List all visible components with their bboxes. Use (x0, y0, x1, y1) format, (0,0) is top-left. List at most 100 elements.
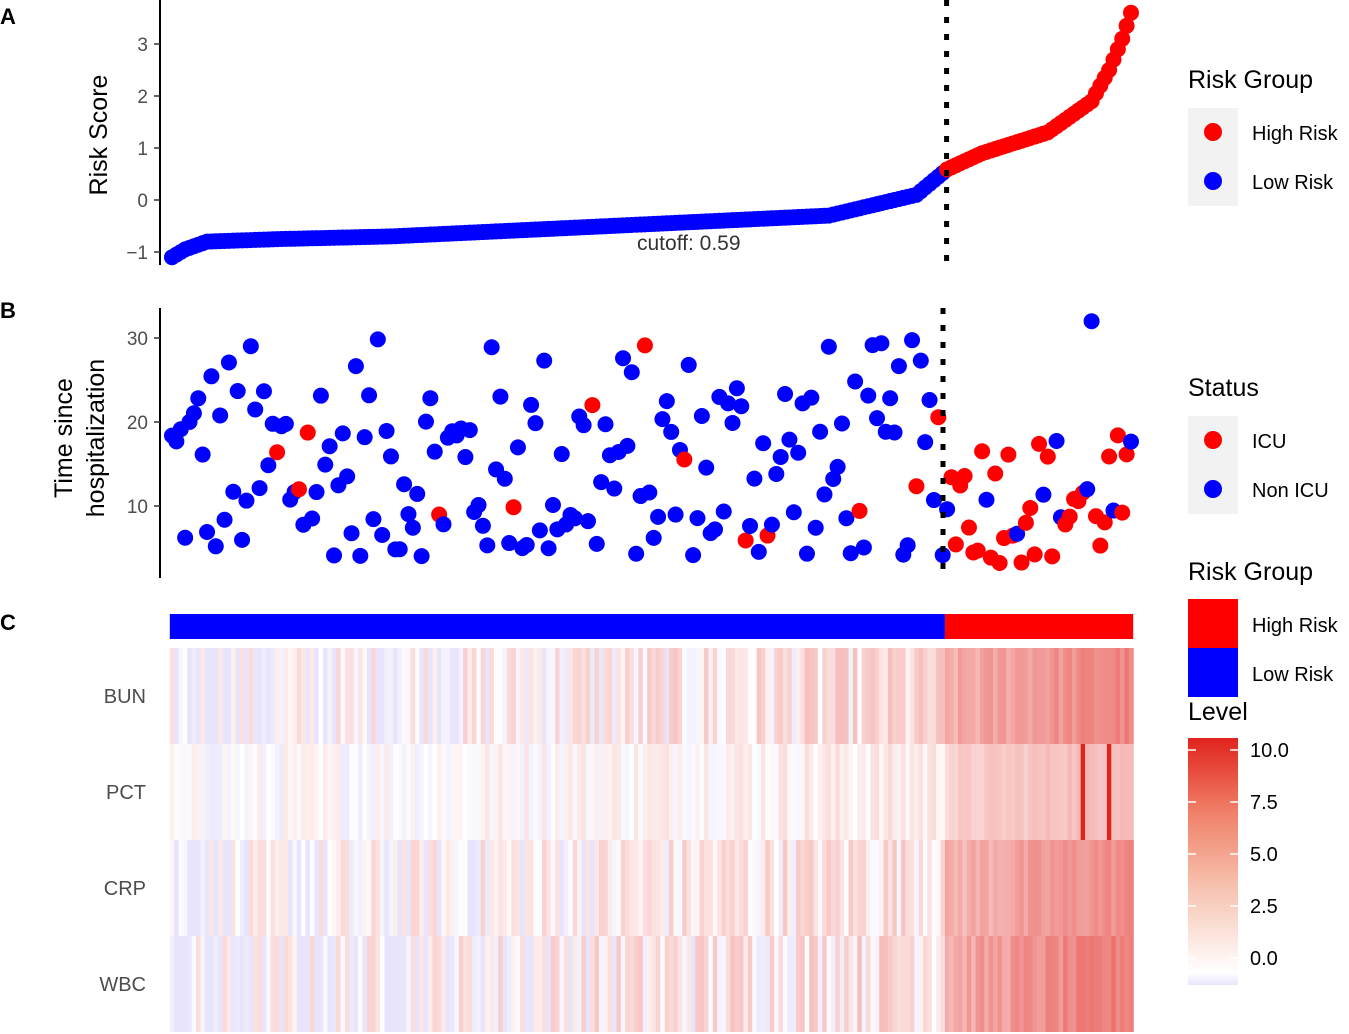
heat-cell-pct (336, 744, 342, 840)
heat-cell-pct (901, 744, 907, 840)
heat-cell-bun (655, 648, 661, 744)
heat-cell-wbc (542, 936, 548, 1032)
heat-cell-wbc (813, 936, 819, 1032)
heat-cell-pct (331, 744, 337, 840)
heat-cell-wbc (331, 936, 337, 1032)
heat-cell-crp (686, 840, 692, 936)
heat-cell-bun (625, 648, 631, 744)
time-point (1009, 525, 1026, 542)
time-point (185, 405, 202, 422)
time-point (1000, 446, 1017, 463)
heat-cell-wbc (235, 936, 241, 1032)
heat-cell-pct (769, 744, 775, 840)
heat-cell-crp (1023, 840, 1029, 936)
heat-cell-crp (673, 840, 679, 936)
heat-cell-crp (612, 840, 618, 936)
heat-cell-crp (927, 840, 933, 936)
heat-cell-crp (896, 840, 902, 936)
heat-cell-pct (892, 744, 898, 840)
heat-cell-bun (388, 648, 394, 744)
heat-cell-crp (533, 840, 539, 936)
heat-cell-crp (209, 840, 215, 936)
time-point (312, 387, 329, 404)
heat-cell-wbc (1071, 936, 1077, 1032)
time-point (917, 434, 934, 451)
heat-cell-wbc (922, 936, 928, 1032)
level-tick-label: 7.5 (1250, 792, 1278, 814)
heat-cell-pct (248, 744, 254, 840)
legend-status-keys (1188, 416, 1238, 514)
heat-cell-pct (253, 744, 258, 840)
heat-cell-bun (603, 648, 609, 744)
time-point (479, 537, 496, 554)
heat-cell-pct (993, 744, 999, 840)
heat-cell-bun (677, 648, 683, 744)
heat-cell-pct (217, 744, 223, 840)
heat-cell-wbc (1019, 936, 1025, 1032)
heat-cell-bun (432, 648, 438, 744)
time-point (1048, 432, 1065, 449)
heat-cell-pct (244, 744, 250, 840)
heat-cell-wbc (191, 936, 197, 1032)
heat-cell-bun (292, 648, 298, 744)
heat-cell-bun (690, 648, 696, 744)
heat-cell-wbc (725, 936, 731, 1032)
heat-cell-bun (336, 648, 342, 744)
heat-cell-pct (997, 744, 1003, 840)
heat-cell-pct (1071, 744, 1077, 840)
time-point (496, 470, 513, 487)
heat-cell-bun (660, 648, 666, 744)
heat-cell-bun (270, 648, 276, 744)
heat-cell-pct (870, 744, 876, 840)
heat-cell-bun (257, 648, 263, 744)
risk-score-point (1123, 4, 1139, 21)
time-point (750, 543, 767, 560)
heat-cell-wbc (699, 936, 705, 1032)
heat-cell-bun (971, 648, 977, 744)
heat-cell-pct (866, 744, 872, 840)
heat-cell-wbc (231, 936, 237, 1032)
heat-cell-pct (257, 744, 263, 840)
heat-cell-bun (222, 648, 228, 744)
heat-cell-bun (1058, 648, 1064, 744)
heat-cell-crp (901, 840, 907, 936)
heat-cell-wbc (918, 936, 924, 1032)
heat-cell-pct (914, 744, 920, 840)
heat-cell-wbc (585, 936, 591, 1032)
heat-cell-pct (844, 744, 850, 840)
time-point (1017, 514, 1034, 531)
heat-cell-bun (349, 648, 355, 744)
legend-risk-group-bar-title: Risk Group (1188, 558, 1313, 586)
heat-cell-pct (1014, 744, 1020, 840)
heat-cell-bun (826, 648, 832, 744)
heat-cell-crp (200, 840, 206, 936)
heat-cell-bun (235, 648, 241, 744)
heat-cell-bun (450, 648, 456, 744)
heat-cell-bun (874, 648, 880, 744)
level-tick-label: 0.0 (1250, 948, 1278, 970)
heat-cell-wbc (1111, 936, 1117, 1032)
heat-cell-bun (848, 648, 854, 744)
heat-cell-wbc (366, 936, 372, 1032)
panel-b-y-ticks: 10 20 30 (127, 329, 160, 518)
heat-cell-wbc (196, 936, 202, 1032)
time-point (400, 506, 417, 523)
heat-cell-pct (261, 744, 267, 840)
heat-cell-bun (1071, 648, 1077, 744)
heat-cell-wbc (309, 936, 315, 1032)
heat-cell-wbc (502, 936, 508, 1032)
heat-cell-wbc (169, 936, 175, 1032)
time-point (658, 393, 675, 410)
heat-cell-bun (397, 648, 403, 744)
heat-cell-pct (1067, 744, 1073, 840)
heat-cell-bun (415, 648, 421, 744)
heat-cell-wbc (633, 936, 639, 1032)
heat-cell-bun (936, 648, 942, 744)
heat-cell-crp (887, 840, 893, 936)
heat-cell-crp (831, 840, 837, 936)
heat-cell-wbc (1023, 936, 1029, 1032)
heat-cell-crp (690, 840, 696, 936)
heat-cell-wbc (848, 936, 854, 1032)
heat-cell-crp (918, 840, 924, 936)
heat-cell-bun (1085, 648, 1090, 744)
